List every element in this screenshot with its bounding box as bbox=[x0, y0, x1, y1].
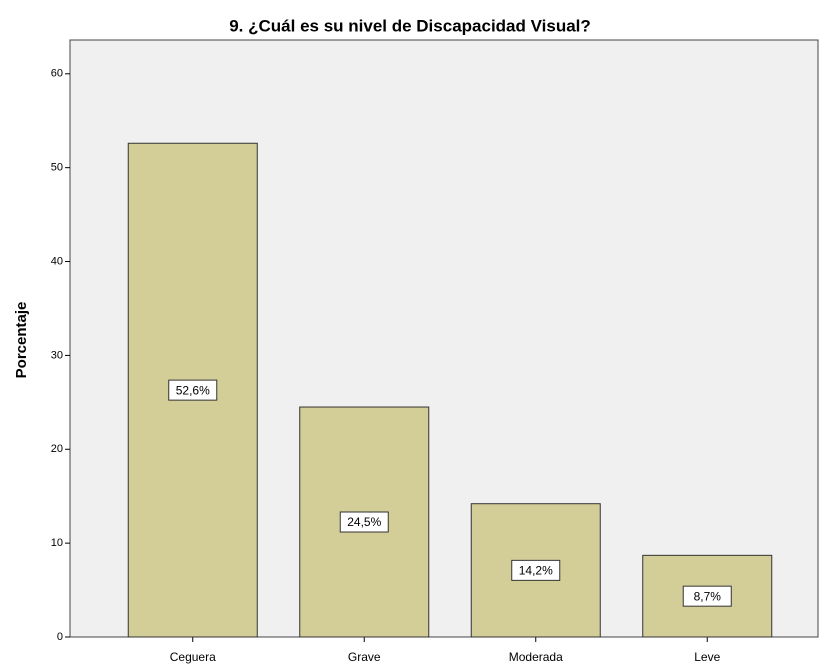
value-label: 24,5% bbox=[347, 515, 381, 529]
value-label-box bbox=[682, 585, 732, 607]
y-tick-label: 30 bbox=[51, 349, 63, 361]
y-tick-label: 20 bbox=[51, 443, 63, 455]
value-label-box bbox=[339, 511, 389, 533]
x-tick-label: Ceguera bbox=[170, 650, 216, 664]
value-label-box bbox=[168, 379, 218, 401]
y-tick-label: 0 bbox=[57, 631, 63, 643]
value-label: 52,6% bbox=[176, 383, 210, 397]
y-tick-label: 50 bbox=[51, 162, 63, 174]
bar bbox=[299, 406, 430, 638]
chart-title: 9. ¿Cuál es su nivel de Discapacidad Vis… bbox=[229, 16, 591, 35]
y-tick-label: 40 bbox=[51, 255, 63, 267]
y-tick-label: 60 bbox=[51, 68, 63, 80]
value-label-box bbox=[511, 559, 561, 581]
y-tick-label: 10 bbox=[51, 537, 63, 549]
x-tick-label: Moderada bbox=[509, 650, 563, 664]
x-tick-label: Grave bbox=[348, 650, 381, 664]
x-tick-label: Leve bbox=[694, 650, 720, 664]
value-label: 8,7% bbox=[694, 589, 722, 603]
y-axis-label: Porcentaje bbox=[13, 302, 30, 379]
value-label: 14,2% bbox=[519, 564, 553, 578]
